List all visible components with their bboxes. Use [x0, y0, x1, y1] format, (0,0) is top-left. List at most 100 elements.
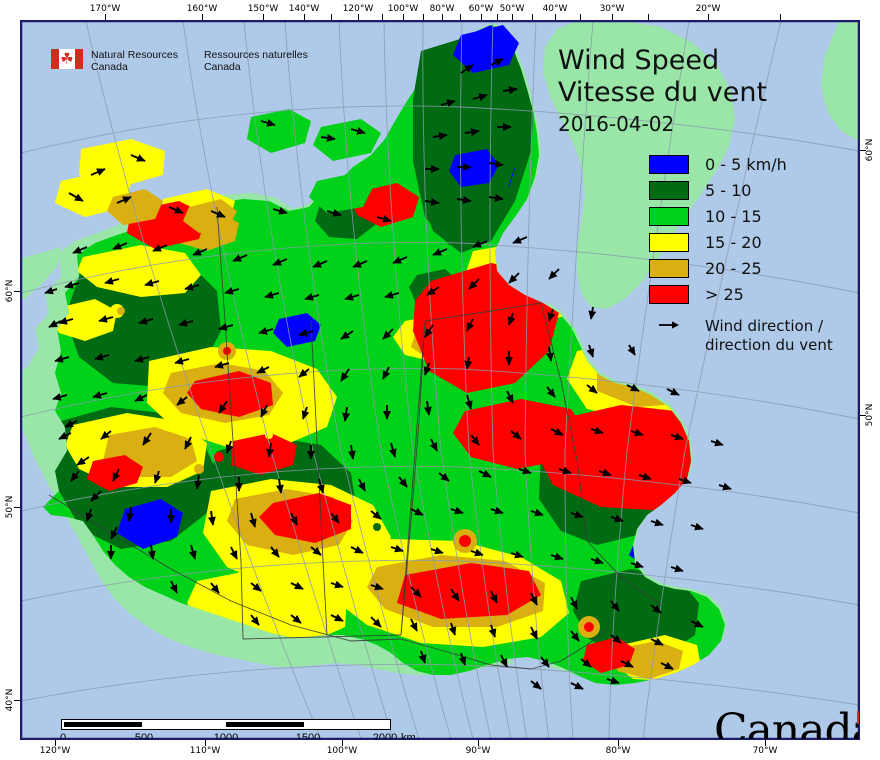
- canada-wordmark: Canada ☘: [714, 709, 859, 739]
- canada-flag-icon: ☘: [51, 49, 83, 69]
- legend-item[interactable]: 0 - 5 km/h: [649, 151, 833, 177]
- axis-top-label-3: 140°W: [288, 4, 320, 14]
- scale-label-1500: 1500: [295, 732, 321, 740]
- axis-bottom-label-4: 80°W: [605, 746, 631, 756]
- map-title-block: Wind Speed Vitesse du vent 2016-04-02: [558, 45, 767, 137]
- alaska-land: [21, 247, 61, 301]
- axis-top: 170°W 160°W 150°W 140°W 120°W 100°W 80°W 60°W 50…: [0, 0, 880, 20]
- axis-bottom-label-2: 100°W: [326, 746, 358, 756]
- axis-top-tick-8: [423, 14, 424, 20]
- axis-bottom-label-3: 90°W: [465, 746, 491, 756]
- axis-top-tick-20: [780, 14, 781, 20]
- scattered-cells: [110, 304, 600, 638]
- greenland-tip: [821, 21, 859, 141]
- axis-top-label-10: 30°W: [599, 4, 625, 14]
- axis-right-label-0: 60°N: [865, 138, 875, 162]
- wind-speed-legend: 0 - 5 km/h 5 - 10 10 - 15 15 - 20 20 - 2…: [649, 151, 833, 355]
- axis-top-tick-17: [612, 14, 613, 20]
- political-borders: [48, 206, 662, 670]
- canada-wordmark-text: Canada: [714, 705, 859, 740]
- legend-label-10-15: 10 - 15: [705, 206, 762, 226]
- axis-top-tick-1: [202, 14, 203, 20]
- map-frame: [21, 21, 859, 739]
- axis-bottom-tick-0: [55, 740, 56, 746]
- legend-swatch-15-20: [649, 232, 689, 252]
- axis-top-tick-3: [304, 14, 305, 20]
- title-french: Vitesse du vent: [558, 77, 768, 108]
- axis-bottom-tick-3: [478, 740, 479, 746]
- axis-top-tick-10: [460, 14, 461, 20]
- legend-swatch-10-15: [649, 206, 689, 226]
- axis-top-tick-0: [105, 14, 106, 20]
- axis-bottom-label-5: 70°W: [752, 746, 778, 756]
- legend-label-gt-25: > 25: [705, 284, 744, 304]
- legend-swatch-0-5: [649, 154, 689, 174]
- map-canvas[interactable]: ☘ Natural Resources Canada Ressources na…: [20, 20, 860, 740]
- nrcan-en-line2: Canada: [91, 61, 128, 73]
- legend-item[interactable]: 10 - 15: [649, 203, 833, 229]
- axis-top-tick-19: [708, 14, 709, 20]
- wind-direction-arrow-icon: [649, 317, 689, 330]
- legend-wind-direction: Wind direction / direction du vent: [649, 317, 833, 355]
- legend-item[interactable]: > 25: [649, 281, 833, 307]
- axis-top-label-2: 150°W: [247, 4, 279, 14]
- axis-bottom-tick-2: [342, 740, 343, 746]
- axis-top-tick-15: [555, 14, 556, 20]
- axis-top-label-5: 100°W: [387, 4, 419, 14]
- axis-right: 60°N 50°N: [860, 0, 880, 760]
- wind-direction-line2: direction du vent: [705, 336, 833, 354]
- axis-top-tick-14: [532, 14, 533, 20]
- graticule: [21, 21, 859, 739]
- axis-top-tick-5: [358, 14, 359, 20]
- scale-label-0: 0: [59, 732, 67, 740]
- nrcan-french: Ressources naturelles Canada: [204, 49, 308, 73]
- legend-label-15-20: 15 - 20: [705, 232, 762, 252]
- axis-right-tick-1: [860, 415, 866, 416]
- legend-label-20-25: 20 - 25: [705, 258, 762, 278]
- scale-bar: 0 500 1000 1500 2000 km: [59, 719, 416, 740]
- legend-item[interactable]: 20 - 25: [649, 255, 833, 281]
- nrcan-logo: ☘ Natural Resources Canada Ressources na…: [51, 49, 308, 73]
- axis-right-tick-0: [860, 150, 866, 151]
- legend-swatch-5-10: [649, 180, 689, 200]
- axis-top-label-0: 170°W: [89, 4, 121, 14]
- axis-top-tick-9: [442, 14, 443, 20]
- wind-direction-arrows: [44, 58, 732, 690]
- nrcan-english: Natural Resources Canada: [91, 49, 178, 73]
- legend-swatch-gt-25: [649, 284, 689, 304]
- greenland-land: [543, 21, 735, 309]
- wind-direction-line1: Wind direction /: [705, 317, 824, 335]
- axis-top-label-6: 80°W: [429, 4, 455, 14]
- maple-leaf-icon: ☘: [60, 49, 74, 68]
- axis-top-label-7: 60°W: [468, 4, 494, 14]
- axis-top-tick-6: [382, 14, 383, 20]
- legend-label-0-5: 0 - 5 km/h: [705, 154, 787, 174]
- axis-top-label-9: 40°W: [542, 4, 568, 14]
- nrcan-en-line1: Natural Resources: [91, 49, 178, 61]
- axis-top-label-4: 120°W: [342, 4, 374, 14]
- scale-bar-graphic: [61, 719, 391, 730]
- axis-bottom-tick-5: [765, 740, 766, 746]
- axis-top-label-1: 160°W: [186, 4, 218, 14]
- axis-left: 60°N 50°N 40°N: [0, 0, 20, 760]
- axis-top-tick-7: [403, 14, 404, 20]
- axis-top-label-8: 50°W: [499, 4, 525, 14]
- axis-top-tick-4: [331, 14, 332, 20]
- axis-bottom-tick-4: [618, 740, 619, 746]
- axis-bottom: 120°W 110°W 100°W 90°W 80°W 70°W: [0, 740, 880, 760]
- axis-bottom-tick-1: [205, 740, 206, 746]
- legend-swatch-20-25: [649, 258, 689, 278]
- axis-top-tick-2: [263, 14, 264, 20]
- axis-top-tick-11: [481, 14, 482, 20]
- axis-left-tick-2: [14, 700, 20, 701]
- legend-item[interactable]: 15 - 20: [649, 229, 833, 255]
- nrcan-fr-line2: Canada: [203, 61, 241, 73]
- legend-item[interactable]: 5 - 10: [649, 177, 833, 203]
- scale-label-500: 500: [134, 732, 154, 740]
- map-svg: [21, 21, 859, 739]
- axis-top-tick-16: [580, 14, 581, 20]
- map-date: 2016-04-02: [558, 112, 675, 136]
- canada-flag-icon: ☘: [856, 711, 859, 724]
- axis-left-tick-1: [14, 507, 20, 508]
